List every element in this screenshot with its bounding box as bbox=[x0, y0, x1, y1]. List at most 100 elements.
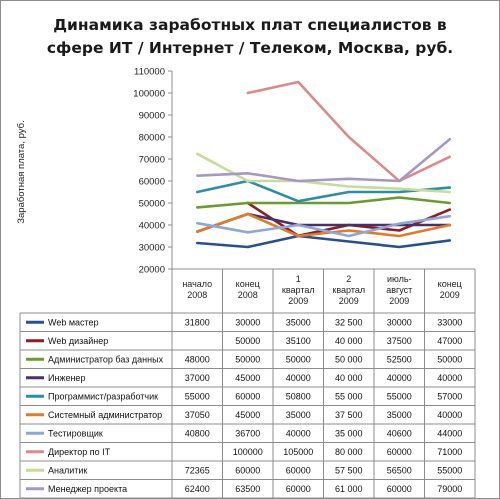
x-tick-label: август bbox=[386, 285, 412, 295]
table-cell: 50000 bbox=[286, 354, 311, 364]
data-table: Web мастер 31800 30000 35000 32 500 30000 3300… bbox=[19, 269, 476, 499]
x-tick-label: конец bbox=[438, 279, 462, 289]
series-name: Программист/разработчик bbox=[48, 391, 158, 401]
table-cell: 40 000 bbox=[335, 336, 363, 346]
table-cell: 40000 bbox=[387, 373, 412, 383]
table-cell: 55000 bbox=[185, 391, 210, 401]
table-cell: 35000 bbox=[387, 410, 412, 420]
table-cell: 60000 bbox=[387, 447, 412, 457]
table-cell: 37500 bbox=[387, 336, 412, 346]
table-cell: 60000 bbox=[235, 391, 260, 401]
table-cell: 105000 bbox=[283, 447, 313, 457]
x-tick-label: 2008 bbox=[238, 290, 258, 300]
table-cell: 40000 bbox=[437, 373, 462, 383]
table-cell: 30000 bbox=[235, 317, 260, 327]
table-cell: 50000 bbox=[235, 336, 260, 346]
x-tick-label: 2009 bbox=[440, 290, 460, 300]
table-cell: 36700 bbox=[235, 428, 260, 438]
y-tick-label: 50000 bbox=[139, 199, 165, 210]
series-line-9 bbox=[196, 137, 452, 183]
chart-title-line-2: сфере ИТ / Интернет / Телеком, Москва, р… bbox=[47, 39, 453, 57]
series-name: Web мастер bbox=[48, 317, 99, 327]
table-cell: 40600 bbox=[387, 428, 412, 438]
table-cell: 63500 bbox=[235, 484, 260, 494]
series-name: Web дизайнер bbox=[48, 336, 108, 346]
table-cell: 35000 bbox=[286, 410, 311, 420]
x-tick-label: конец bbox=[236, 279, 260, 289]
table-cell: 50800 bbox=[286, 391, 311, 401]
table-cell: 33000 bbox=[437, 317, 462, 327]
x-tick-label: начало bbox=[182, 279, 212, 289]
series-name: Инженер bbox=[48, 373, 85, 383]
table-cell: 57000 bbox=[437, 391, 462, 401]
table-cell: 55 000 bbox=[335, 391, 363, 401]
table-cell: 56500 bbox=[387, 465, 412, 475]
series-line-4 bbox=[196, 179, 452, 203]
y-tick-label: 110000 bbox=[134, 67, 165, 78]
chart-title-line-1: Динамика заработных плат специалистов в bbox=[53, 16, 447, 34]
y-tick-label: 40000 bbox=[139, 221, 165, 232]
table-cell: 47000 bbox=[437, 336, 462, 346]
table-cell: 35100 bbox=[286, 336, 311, 346]
table-cell: 60000 bbox=[235, 465, 260, 475]
y-tick-label: 20000 bbox=[139, 265, 165, 276]
table-cell: 60000 bbox=[286, 465, 311, 475]
y-axis-label: Заработная плата, руб. bbox=[16, 120, 27, 223]
series-line-7 bbox=[246, 80, 452, 183]
table-cell: 79000 bbox=[437, 484, 462, 494]
table-cell: 32 500 bbox=[335, 317, 363, 327]
x-tick-label: 1 bbox=[296, 274, 301, 284]
x-tick-label: 2009 bbox=[339, 296, 359, 306]
table-cell: 71000 bbox=[437, 447, 462, 457]
x-tick-label: 2009 bbox=[288, 296, 308, 306]
table-cell: 37000 bbox=[185, 373, 210, 383]
series-line-0 bbox=[196, 234, 452, 249]
table-cell: 52500 bbox=[387, 354, 412, 364]
series-name: Системный администратор bbox=[48, 410, 162, 420]
table-cell: 57 500 bbox=[335, 465, 363, 475]
table-cell: 35000 bbox=[286, 317, 311, 327]
series-name: Аналитик bbox=[48, 465, 87, 475]
table-cell: 62400 bbox=[185, 484, 210, 494]
table-cell: 40 000 bbox=[335, 373, 363, 383]
x-tick-label: июль- bbox=[387, 274, 412, 284]
y-tick-label: 70000 bbox=[139, 155, 165, 166]
table-cell: 45000 bbox=[235, 373, 260, 383]
y-tick-label: 30000 bbox=[139, 243, 165, 254]
series-name: Менеджер проекта bbox=[48, 484, 127, 494]
table-cell: 55000 bbox=[437, 465, 462, 475]
table-cell: 40000 bbox=[286, 428, 311, 438]
x-tick-label: квартал bbox=[332, 285, 365, 295]
series-line-2 bbox=[196, 196, 452, 209]
x-tick-label: 2008 bbox=[187, 290, 207, 300]
series-name: Директор по IT bbox=[48, 447, 111, 457]
y-tick-label: 60000 bbox=[139, 177, 165, 188]
series-lines bbox=[196, 80, 452, 249]
table-cell: 61 000 bbox=[335, 484, 363, 494]
x-tick-label: квартал bbox=[282, 285, 315, 295]
table-cell: 45000 bbox=[235, 410, 260, 420]
table-cell: 100000 bbox=[233, 447, 263, 457]
table-cell: 72365 bbox=[185, 465, 210, 475]
axes: 20000 30000 40000 50000 60000 70000 80000 90000… bbox=[133, 67, 475, 306]
table-cell: 50 000 bbox=[335, 354, 363, 364]
series-name: Администратор баз данных bbox=[48, 354, 164, 364]
table-cell: 37050 bbox=[185, 410, 210, 420]
y-tick-label: 80000 bbox=[139, 133, 165, 144]
table-cell: 60000 bbox=[286, 484, 311, 494]
table-cell: 30000 bbox=[387, 317, 412, 327]
table-cell: 40800 bbox=[185, 428, 210, 438]
x-tick-label: 2 bbox=[346, 274, 351, 284]
table-cell: 44000 bbox=[437, 428, 462, 438]
table-cell: 60000 bbox=[387, 484, 412, 494]
series-line-5 bbox=[196, 212, 452, 238]
table-cell: 40000 bbox=[437, 410, 462, 420]
table-cell: 40000 bbox=[286, 373, 311, 383]
y-tick-label: 90000 bbox=[139, 111, 165, 122]
series-line-6 bbox=[196, 214, 452, 238]
table-cell: 35 000 bbox=[335, 428, 363, 438]
series-name: Тестировщик bbox=[48, 428, 103, 438]
table-cell: 31800 bbox=[185, 317, 210, 327]
table-cell: 50000 bbox=[235, 354, 260, 364]
